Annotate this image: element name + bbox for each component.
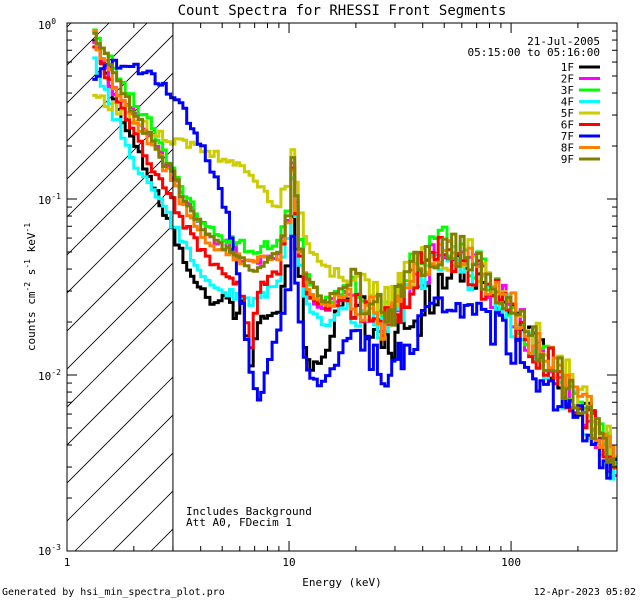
y-tick-labels: 10-3 10-2 10-1 100 bbox=[38, 17, 61, 558]
series-line-6F bbox=[92, 45, 617, 470]
footer-generated-by: Generated by hsi_min_spectra_plot.pro bbox=[2, 587, 225, 598]
legend-label: 8F bbox=[561, 142, 574, 155]
hatch-line bbox=[67, 72, 173, 180]
date-label: 21-Jul-2005 bbox=[527, 35, 600, 48]
legend-label: 3F bbox=[561, 84, 574, 97]
note-background: Includes Background bbox=[186, 505, 312, 518]
hatch-line bbox=[67, 300, 173, 408]
plot-frame bbox=[66, 22, 618, 552]
series-line-9F bbox=[92, 31, 617, 469]
x-tick-labels: 1 10 100 bbox=[64, 556, 521, 569]
series-line-2F bbox=[92, 40, 617, 477]
y-axis-label: counts cm-2 s-1 keV-1 bbox=[23, 223, 38, 351]
series-line-1F bbox=[92, 39, 617, 474]
hatch-line bbox=[67, 224, 173, 332]
hatch-line bbox=[67, 148, 173, 256]
legend-label: 9F bbox=[561, 153, 574, 166]
hatch-line bbox=[67, 186, 173, 294]
x-tick-label: 100 bbox=[501, 556, 521, 569]
excluded-region-hatch bbox=[0, 0, 640, 551]
hatch-line bbox=[67, 376, 173, 484]
y-tick-label: 10-3 bbox=[38, 543, 61, 558]
x-axis-label: Energy (keV) bbox=[302, 576, 381, 589]
hatch-line bbox=[227, 0, 640, 551]
hatch-line bbox=[67, 414, 173, 522]
y-tick-label: 100 bbox=[38, 17, 56, 32]
y-tick-label: 10-2 bbox=[38, 368, 61, 383]
chart-title: Count Spectra for RHESSI Front Segments bbox=[178, 3, 507, 19]
legend-label: 1F bbox=[561, 61, 574, 74]
axis-ticks bbox=[66, 22, 618, 552]
series-line-4F bbox=[92, 56, 617, 481]
footer-timestamp: 12-Apr-2023 05:02 bbox=[534, 587, 636, 598]
x-tick-label: 1 bbox=[64, 556, 71, 569]
hatch-line bbox=[67, 34, 173, 142]
series-line-8F bbox=[92, 29, 617, 469]
y-tick-label: 10-1 bbox=[38, 192, 61, 207]
legend-label: 5F bbox=[561, 107, 574, 120]
hatch-line bbox=[67, 23, 110, 66]
hatch-line bbox=[0, 0, 105, 551]
hatch-line bbox=[67, 262, 173, 370]
time-range-label: 05:15:00 to 05:16:00 bbox=[468, 46, 600, 59]
legend-label: 4F bbox=[561, 96, 574, 109]
x-tick-label: 10 bbox=[282, 556, 295, 569]
series-lines bbox=[92, 28, 617, 481]
hatch-line bbox=[67, 23, 148, 104]
legend-label: 7F bbox=[561, 130, 574, 143]
legend-label: 6F bbox=[561, 119, 574, 132]
series-line-7F bbox=[92, 58, 617, 480]
legend-label: 2F bbox=[561, 73, 574, 86]
note-attenuator: Att A0, FDecim 1 bbox=[186, 516, 292, 529]
